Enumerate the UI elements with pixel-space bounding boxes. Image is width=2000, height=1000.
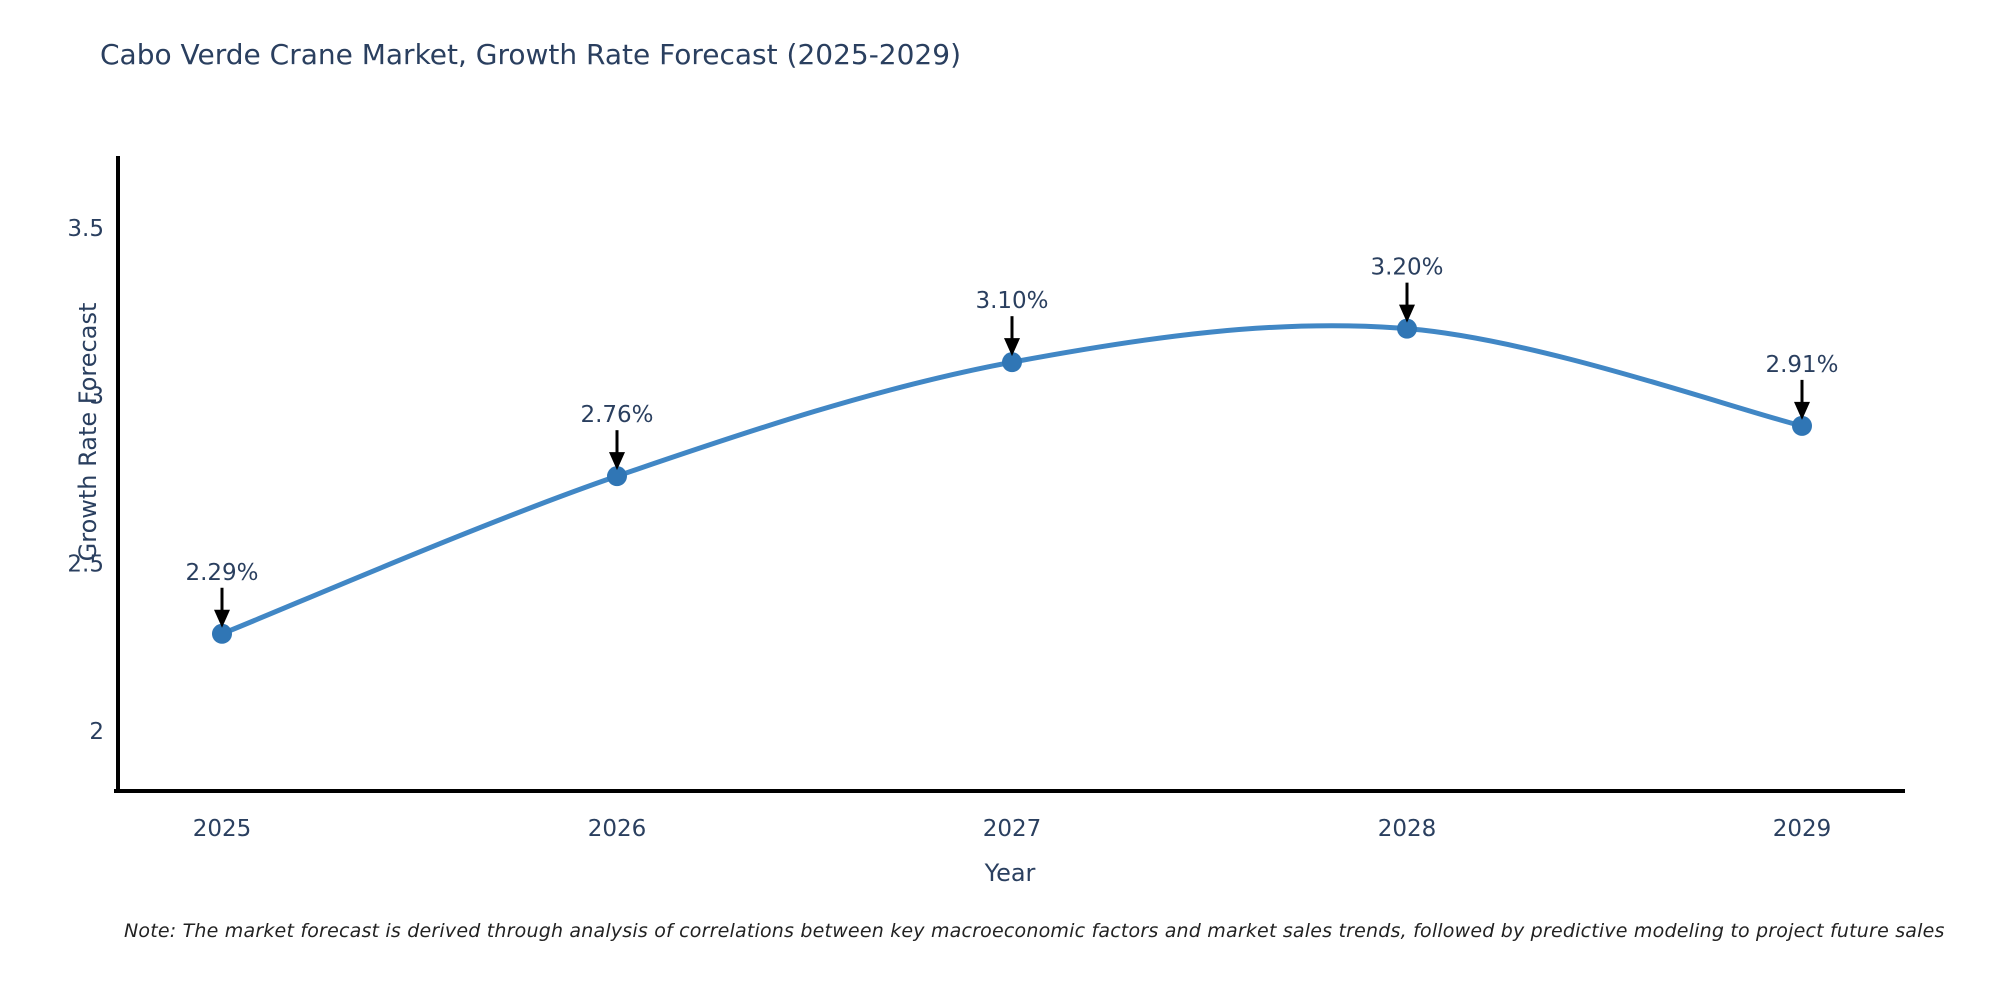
y-tick-label: 2.5 [67, 551, 104, 577]
chart-footnote: Note: The market forecast is derived thr… [124, 920, 1945, 942]
point-value-label: 3.10% [975, 288, 1048, 314]
x-tick-label: 2027 [983, 816, 1042, 842]
y-axis-title: Growth Rate Forecast [74, 302, 102, 562]
y-tick-label: 3 [89, 384, 104, 410]
point-value-label: 2.29% [185, 560, 258, 586]
annotation-arrow-head [609, 452, 625, 471]
point-value-label: 2.91% [1765, 352, 1838, 378]
x-tick-label: 2029 [1773, 816, 1832, 842]
x-tick-label: 2025 [193, 816, 252, 842]
data-point-marker [1792, 415, 1812, 436]
data-point-marker [212, 623, 232, 644]
annotation-arrow-head [214, 609, 230, 628]
annotation-arrow-head [1399, 304, 1415, 323]
point-value-label: 3.20% [1370, 255, 1443, 281]
chart-title: Cabo Verde Crane Market, Growth Rate For… [100, 38, 961, 71]
x-axis-title: Year [984, 859, 1036, 887]
data-point-marker [1397, 318, 1417, 339]
y-tick-label: 3.5 [67, 216, 104, 242]
x-tick-label: 2028 [1378, 816, 1437, 842]
annotation-arrow-head [1004, 338, 1020, 357]
annotation-arrow-head [1794, 401, 1810, 420]
point-value-label: 2.76% [580, 402, 653, 428]
data-point-marker [607, 466, 627, 487]
y-tick-label: 2 [89, 719, 104, 745]
x-tick-label: 2026 [588, 816, 647, 842]
data-point-marker [1002, 352, 1022, 373]
